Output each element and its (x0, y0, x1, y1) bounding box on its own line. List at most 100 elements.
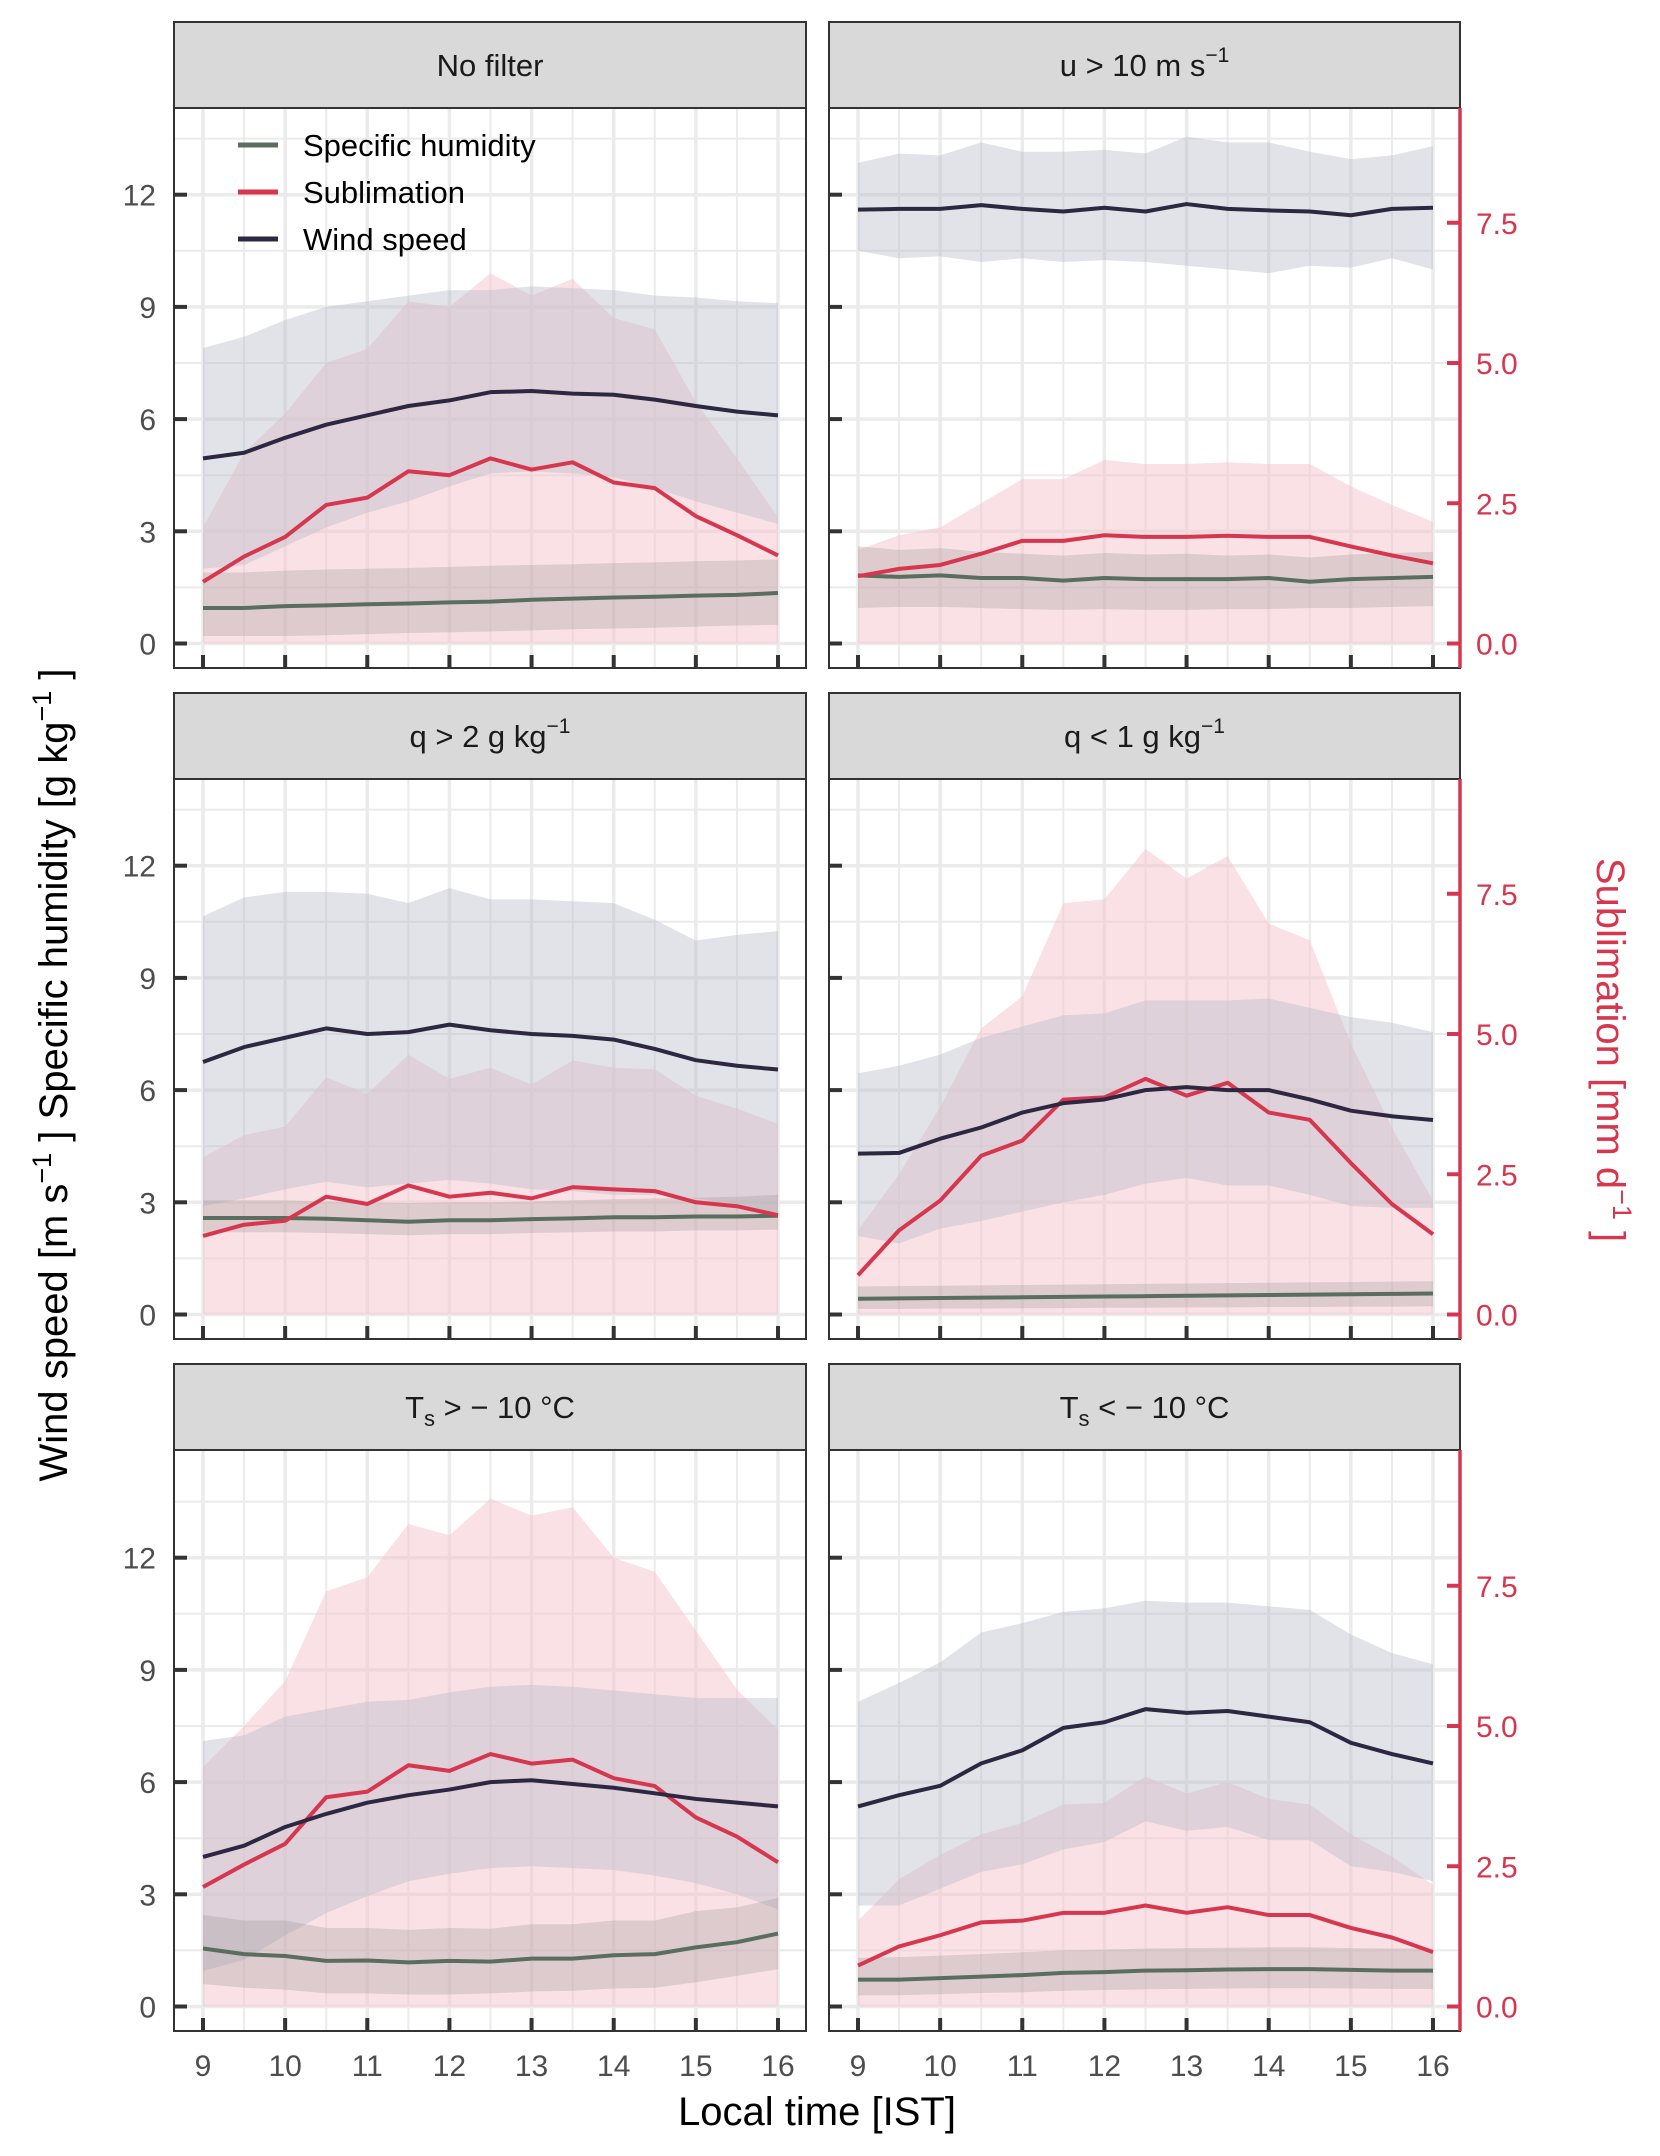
y2-tick-label: 5.0 (1476, 348, 1518, 381)
legend-label: Specific humidity (303, 128, 536, 163)
y2-tick-label: 2.5 (1476, 488, 1518, 521)
wind-speed-line (857, 202, 1434, 218)
wind-speed-ribbon (858, 1600, 1433, 1906)
sublimation-line (202, 1752, 780, 1889)
y-tick-label: 3 (139, 516, 156, 549)
humidity-line (857, 1291, 1434, 1301)
panel-border (173, 1449, 807, 2032)
sublimation-ribbon (858, 848, 1433, 1315)
humidity-line (203, 591, 779, 610)
humidity-line (202, 1931, 779, 1965)
facet-panel-4: Ts > − 10 °C 0 3 6 9 12 9 10 11 12 13 14 15 16 (123, 1363, 807, 2083)
legend-label: Wind speed (303, 222, 467, 257)
x-tick-label: 9 (850, 2050, 867, 2083)
strip-background (828, 21, 1461, 109)
panel-border (173, 107, 807, 669)
strip-label: Ts > − 10 °C (405, 1390, 575, 1431)
sublimation-line (857, 533, 1434, 579)
y2-tick-label: 0.0 (1476, 1300, 1518, 1333)
facet-panel-3: q < 1 g kg−1 0.0 2.5 5.0 7.5 (828, 692, 1518, 1340)
y-tick-label: 9 (139, 292, 156, 325)
y-tick-label: 6 (139, 1075, 156, 1108)
y2-axis-title: Sublimation [mm d−1 ] (1588, 858, 1637, 1242)
x-tick-label: 9 (195, 2050, 212, 2083)
strip-label: q > 2 g kg−1 (410, 715, 571, 754)
axis-titles: Local time [IST] Wind speed [m s−1 ] Spec… (27, 668, 1637, 2134)
y-tick-label: 12 (123, 1543, 156, 1576)
y2-tick-label: 5.0 (1476, 1019, 1518, 1052)
strip-background (828, 1363, 1461, 1451)
y-tick-label: 9 (139, 1655, 156, 1688)
y-tick-label: 3 (139, 1879, 156, 1912)
x-tick-label: 12 (1088, 2050, 1121, 2083)
x-tick-label: 14 (597, 2050, 630, 2083)
y2-tick-label: 0.0 (1476, 1992, 1518, 2025)
x-tick-label: 13 (515, 2050, 548, 2083)
wind-speed-line (857, 1085, 1434, 1156)
y2-tick-label: 7.5 (1476, 1571, 1518, 1604)
humidity-ribbon (203, 1194, 778, 1236)
wind-speed-line (202, 1022, 779, 1072)
x-tick-label: 10 (268, 2050, 301, 2083)
x-tick-label: 15 (1334, 2050, 1367, 2083)
wind-speed-ribbon (858, 136, 1433, 274)
wind-speed-ribbon (203, 1684, 778, 1971)
strip-background (828, 692, 1461, 780)
y-tick-label: 6 (139, 404, 156, 437)
wind-speed-ribbon (203, 888, 778, 1214)
facet-panel-0: No filter 0 3 6 9 12 (123, 21, 807, 669)
x-tick-label: 15 (679, 2050, 712, 2083)
sublimation-line (201, 456, 779, 584)
y2-tick-label: 7.5 (1476, 879, 1518, 912)
x-tick-label: 16 (761, 2050, 794, 2083)
legend: Specific humidity Sublimation Wind speed (238, 128, 536, 257)
x-tick-label: 13 (1170, 2050, 1203, 2083)
humidity-line (857, 573, 1434, 584)
strip-label: q < 1 g kg−1 (1064, 715, 1225, 754)
sublimation-line (856, 1076, 1435, 1277)
x-tick-label: 11 (352, 2050, 383, 2083)
wind-speed-line (857, 1707, 1434, 1809)
wind-speed-ribbon (203, 286, 778, 569)
humidity-ribbon (203, 1898, 778, 1995)
y-tick-label: 0 (139, 1300, 156, 1333)
wind-speed-line (202, 389, 779, 461)
strip-label: No filter (437, 48, 544, 83)
legend-label: Sublimation (303, 175, 465, 210)
facet-panel-5: Ts < − 10 °C 0.0 2.5 5.0 7.5 9 10 11 12 13 14 15 16 (828, 1363, 1518, 2083)
humidity-line (203, 1213, 779, 1224)
y-tick-label: 6 (139, 1767, 156, 1800)
y-tick-label: 3 (139, 1187, 156, 1220)
strip-background (173, 21, 807, 109)
humidity-line (858, 1967, 1433, 1982)
strip-label: u > 10 m s−1 (1060, 44, 1230, 83)
y-tick-label: 12 (123, 851, 156, 884)
y-tick-label: 12 (123, 180, 156, 213)
strip-background (173, 1363, 807, 1451)
y2-tick-label: 7.5 (1476, 208, 1518, 241)
y-tick-label: 0 (139, 629, 156, 662)
y2-tick-label: 2.5 (1476, 1851, 1518, 1884)
y2-tick-label: 2.5 (1476, 1159, 1518, 1192)
y-axis-title: Wind speed [m s−1 ] Specific humidity [g… (27, 668, 76, 1481)
panel-border (173, 778, 807, 1340)
y2-tick-label: 0.0 (1476, 629, 1518, 662)
x-tick-label: 14 (1252, 2050, 1285, 2083)
x-tick-label: 10 (923, 2050, 956, 2083)
humidity-ribbon (203, 559, 778, 637)
x-tick-label: 11 (1007, 2050, 1038, 2083)
y-tick-label: 9 (139, 963, 156, 996)
y2-tick-label: 5.0 (1476, 1711, 1518, 1744)
x-axis-title: Local time [IST] (678, 2090, 956, 2134)
sublimation-ribbon (203, 1054, 778, 1315)
sublimation-line (857, 1903, 1434, 1968)
facet-panel-2: q > 2 g kg−1 0 3 6 9 12 (123, 692, 807, 1340)
y-tick-label: 0 (139, 1992, 156, 2025)
sublimation-line (202, 1183, 779, 1238)
sublimation-ribbon (858, 1776, 1433, 2007)
strip-label: Ts < − 10 °C (1060, 1390, 1230, 1431)
x-tick-label: 16 (1416, 2050, 1449, 2083)
x-tick-label: 12 (433, 2050, 466, 2083)
